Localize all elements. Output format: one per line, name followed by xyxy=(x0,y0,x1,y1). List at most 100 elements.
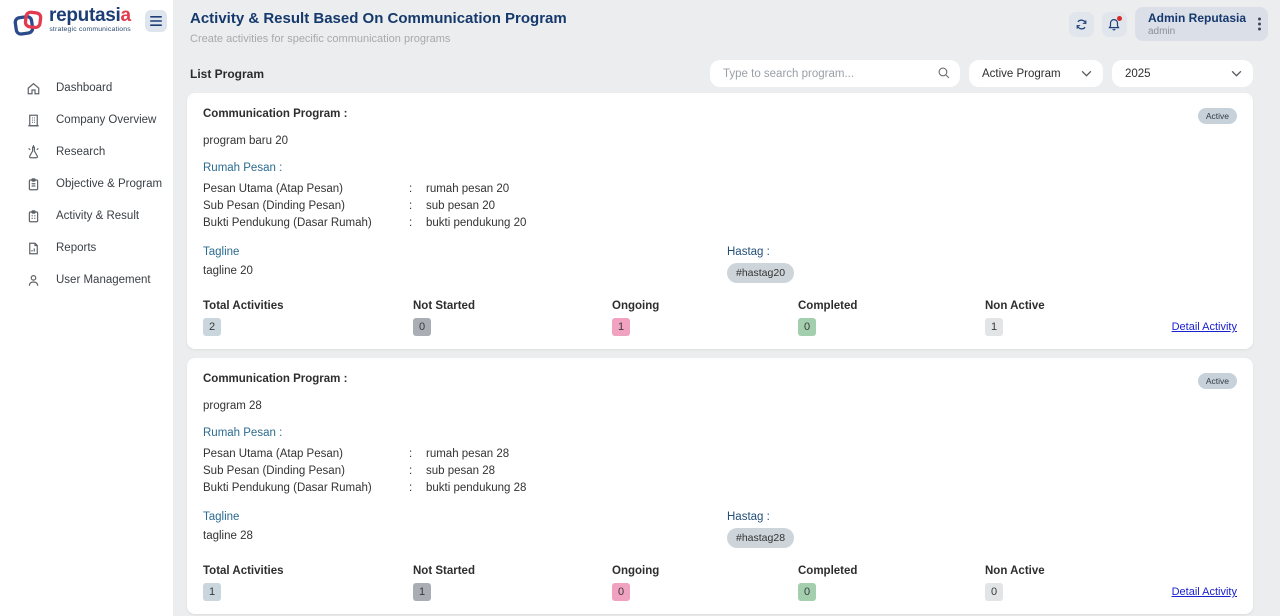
rumah-pesan-label: Rumah Pesan : xyxy=(203,427,283,439)
sidebar-item-activity-result[interactable]: Activity & Result xyxy=(0,200,173,232)
sidebar-item-dashboard[interactable]: Dashboard xyxy=(0,72,173,104)
ongoing-count: 0 xyxy=(612,583,630,601)
field-value: bukti pendukung 28 xyxy=(426,482,527,494)
sidebar-item-label: Reports xyxy=(56,242,97,254)
field-label: Sub Pesan (Dinding Pesan) xyxy=(203,465,345,477)
notifications-button[interactable] xyxy=(1101,11,1127,37)
program-name: program baru 20 xyxy=(203,135,289,147)
pesan-utama-row: Pesan Utama (Atap Pesan) : rumah pesan 2… xyxy=(203,181,1237,198)
program-card: Communication Program : Active program 2… xyxy=(187,358,1253,614)
brand-name-accent: a xyxy=(120,5,132,26)
bukti-pendukung-row: Bukti Pendukung (Dasar Rumah) : bukti pe… xyxy=(203,215,1237,232)
non-active-label: Non Active xyxy=(985,300,1045,312)
completed-label: Completed xyxy=(798,300,858,312)
document-icon xyxy=(25,240,41,256)
detail-activity-link[interactable]: Detail Activity xyxy=(1171,321,1237,333)
sidebar-item-user-management[interactable]: User Management xyxy=(0,264,173,296)
total-activities-label: Total Activities xyxy=(203,300,284,312)
sidebar-item-company-overview[interactable]: Company Overview xyxy=(0,104,173,136)
tagline-value: tagline 20 xyxy=(203,265,253,277)
not-started-label: Not Started xyxy=(413,300,475,312)
hamburger-icon xyxy=(150,16,162,26)
non-active-count: 1 xyxy=(985,318,1003,336)
field-value: bukti pendukung 20 xyxy=(426,217,527,229)
year-filter-value: 2025 xyxy=(1125,67,1151,80)
refresh-button[interactable] xyxy=(1068,11,1094,37)
year-filter-select[interactable]: 2025 xyxy=(1112,60,1253,87)
total-activities-label: Total Activities xyxy=(203,565,284,577)
communication-program-label: Communication Program : xyxy=(203,373,348,385)
clipboard-icon xyxy=(25,176,41,192)
program-name: program 28 xyxy=(203,400,262,412)
bell-icon xyxy=(1108,18,1121,30)
sidebar-item-label: Company Overview xyxy=(56,114,157,126)
sidebar: reputasia strategic communications Dashb… xyxy=(0,0,173,616)
non-active-label: Non Active xyxy=(985,565,1045,577)
hastag-label: Hastag : xyxy=(727,511,770,523)
tagline-value: tagline 28 xyxy=(203,530,253,542)
field-label: Pesan Utama (Atap Pesan) xyxy=(203,183,343,195)
user-name: Admin Reputasia xyxy=(1147,11,1246,25)
brand-wordmark: reputasia strategic communications xyxy=(49,6,131,34)
sidebar-toggle-button[interactable] xyxy=(145,10,167,32)
tagline-label: Tagline xyxy=(203,511,240,523)
sidebar-item-objective-program[interactable]: Objective & Program xyxy=(0,168,173,200)
non-active-count: 0 xyxy=(985,583,1003,601)
completed-label: Completed xyxy=(798,565,858,577)
sidebar-item-label: Research xyxy=(56,146,106,158)
search-box xyxy=(710,60,960,87)
clipboard-check-icon xyxy=(25,208,41,224)
detail-activity-link[interactable]: Detail Activity xyxy=(1171,586,1237,598)
status-badge: Active xyxy=(1197,373,1237,389)
refresh-icon xyxy=(1076,19,1087,29)
home-icon xyxy=(25,80,41,96)
page-header: Activity & Result Based On Communication… xyxy=(173,0,1280,45)
sidebar-item-label: Activity & Result xyxy=(56,210,140,222)
kebab-menu-icon[interactable] xyxy=(1258,17,1261,31)
colon-separator: : xyxy=(409,448,413,460)
pesan-utama-row: Pesan Utama (Atap Pesan) : rumah pesan 2… xyxy=(203,446,1237,463)
search-input[interactable] xyxy=(710,60,960,87)
main-content: Activity & Result Based On Communication… xyxy=(173,0,1280,616)
communication-program-label: Communication Program : xyxy=(203,108,348,120)
sidebar-item-reports[interactable]: Reports xyxy=(0,232,173,264)
hastag-pill: #hastag20 xyxy=(727,263,795,283)
status-filter-select[interactable]: Active Program xyxy=(969,60,1103,87)
sidebar-item-label: Objective & Program xyxy=(56,178,163,190)
activity-stats: Total Activities 1 Not Started 1 Ongoing 0 … xyxy=(203,565,1237,601)
field-value: rumah pesan 20 xyxy=(426,183,510,195)
completed-count: 0 xyxy=(798,318,816,336)
status-badge: Active xyxy=(1197,108,1237,124)
field-value: sub pesan 28 xyxy=(426,465,496,477)
ongoing-label: Ongoing xyxy=(612,565,660,577)
field-value: sub pesan 20 xyxy=(426,200,496,212)
reputasia-logo-icon xyxy=(12,8,45,44)
brand-tagline: strategic communications xyxy=(49,26,131,33)
sidebar-item-research[interactable]: Research xyxy=(0,136,173,168)
list-program-toolbar: List Program Active Program 2025 xyxy=(173,60,1280,87)
sub-pesan-row: Sub Pesan (Dinding Pesan) : sub pesan 28 xyxy=(203,463,1237,480)
search-icon xyxy=(938,67,950,79)
page-title: Activity & Result Based On Communication… xyxy=(190,10,567,27)
hastag-label: Hastag : xyxy=(727,246,770,258)
program-card: Communication Program : Active program b… xyxy=(187,93,1253,349)
status-filter-value: Active Program xyxy=(982,67,1061,80)
tagline-label: Tagline xyxy=(203,246,240,258)
toolbar-filters: Active Program 2025 xyxy=(710,60,1253,87)
field-label: Pesan Utama (Atap Pesan) xyxy=(203,448,343,460)
sidebar-nav: Dashboard Company Overview Research Obje… xyxy=(0,72,173,296)
not-started-count: 0 xyxy=(413,318,431,336)
colon-separator: : xyxy=(409,217,413,229)
brand-name-primary: reputasi xyxy=(49,5,121,26)
completed-count: 0 xyxy=(798,583,816,601)
colon-separator: : xyxy=(409,482,413,494)
header-actions: Admin Reputasia admin xyxy=(1068,7,1268,41)
user-menu[interactable]: Admin Reputasia admin xyxy=(1134,7,1268,41)
building-icon xyxy=(25,112,41,128)
not-started-count: 1 xyxy=(413,583,431,601)
colon-separator: : xyxy=(409,465,413,477)
field-label: Bukti Pendukung (Dasar Rumah) xyxy=(203,482,372,494)
program-list: Communication Program : Active program b… xyxy=(173,87,1280,616)
not-started-label: Not Started xyxy=(413,565,475,577)
ongoing-label: Ongoing xyxy=(612,300,660,312)
